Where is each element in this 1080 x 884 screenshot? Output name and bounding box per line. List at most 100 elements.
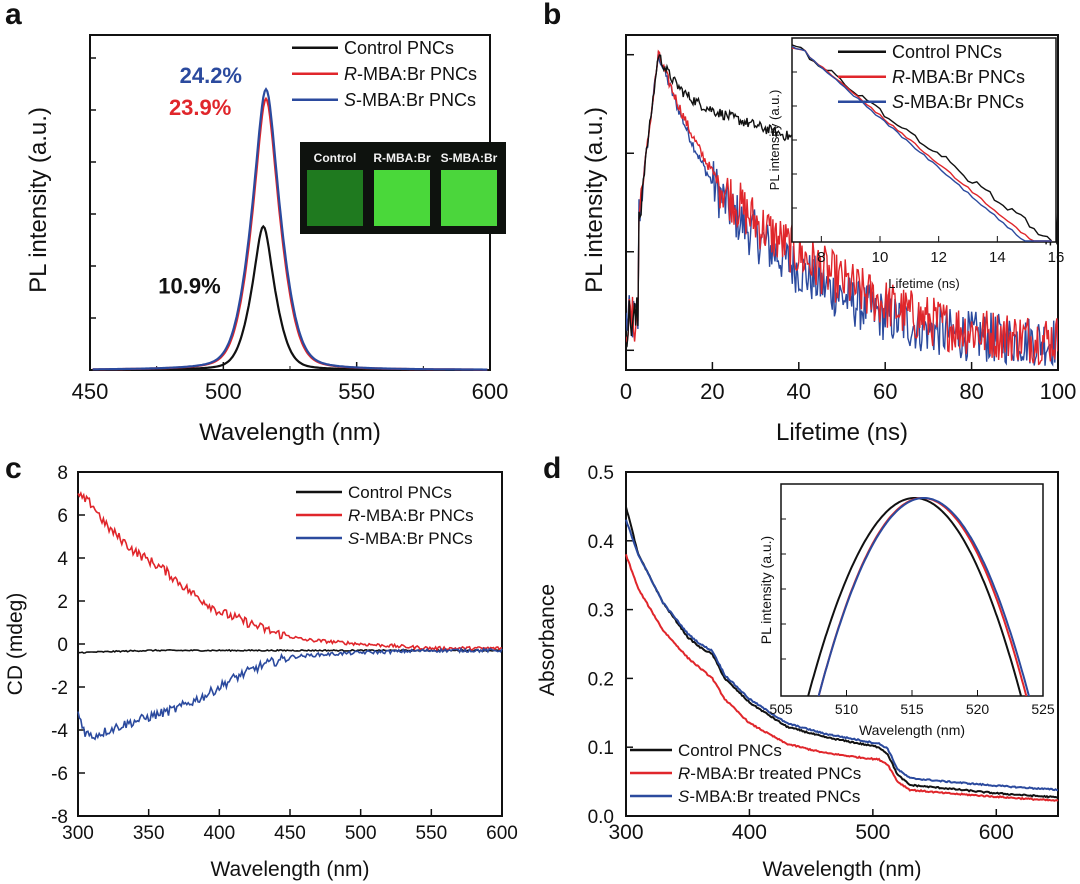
legend-label-s: S-MBA:Br PNCs	[344, 90, 476, 110]
legend: Control PNCs R-MBA:Br treated PNCs S-MBA:B…	[630, 741, 861, 806]
y-axis-label: CD (mdeg)	[4, 593, 27, 696]
inset-decay: 8 10 12 14 16 Lifetime (ns) PL intensity (a.u.…	[767, 37, 1064, 291]
legend-label-control: Control PNCs	[892, 42, 1002, 62]
x-axis-label: Lifetime (ns)	[776, 419, 908, 446]
inset-x-tick-label: 10	[872, 249, 889, 266]
y-tick-label: 4	[57, 549, 68, 570]
percent-label: 10.9%	[158, 273, 220, 298]
legend-text: -MBA:Br PNCs	[359, 529, 472, 548]
panel-d-absorbance: 300 400 500 600 0.0 0.1 0.2 0.3 0.4 0.5 Wavelength…	[536, 463, 1059, 881]
y-tick-label: 8	[57, 463, 68, 484]
inset-photo: Control R-MBA:Br S-MBA:Br	[300, 142, 506, 234]
y-tick-label: 0.5	[588, 463, 614, 484]
legend-label-r: R-MBA:Br PNCs	[344, 64, 477, 84]
legend-prefix: R	[344, 64, 357, 84]
legend-text: -MBA:Br PNCs	[905, 67, 1025, 87]
legend-prefix: S	[892, 92, 904, 112]
legend-text: Control PNCs	[678, 741, 782, 760]
inset-x-tick-label: 520	[966, 701, 990, 717]
photo-label-1: Control	[314, 151, 357, 165]
panel-b-decay: 0 20 40 60 80 100 Lifetime (ns) PL intensity (a…	[581, 34, 1076, 446]
x-tick-label: 400	[732, 821, 767, 844]
x-tick-label: 300	[608, 821, 643, 844]
panel-a-pl-spectra: 450 500 550 600 Wavelength (nm) PL intensity …	[25, 34, 508, 446]
x-tick-label: 550	[338, 379, 375, 404]
y-tick-label: -2	[51, 678, 68, 699]
y-tick-label: -4	[51, 721, 68, 742]
series-line-s	[92, 87, 488, 371]
inset-line-s	[791, 45, 1052, 242]
x-axis-label: Wavelength (nm)	[762, 858, 921, 881]
x-tick-label: 500	[205, 379, 242, 404]
x-tick-label: 300	[62, 823, 94, 844]
inset-x-tick-label: 510	[835, 701, 859, 717]
y-tick-label: 0.1	[588, 738, 614, 759]
series-line-r	[92, 96, 488, 371]
legend-prefix: R	[892, 67, 905, 87]
legend-label-control: Control PNCs	[348, 483, 452, 502]
inset-y-axis-label: PL intensity (a.u.)	[767, 90, 782, 191]
legend-text: Control PNCs	[344, 38, 454, 58]
series-line-s	[625, 519, 1059, 792]
inset-x-tick-label: 515	[900, 701, 924, 717]
x-tick-label: 550	[415, 823, 447, 844]
x-tick-label: 500	[855, 821, 890, 844]
inset-x-tick-label: 12	[930, 249, 947, 266]
legend-text: -MBA:Br treated PNCs	[690, 764, 861, 783]
x-tick-label: 450	[274, 823, 306, 844]
legend-text: -MBA:Br PNCs	[357, 64, 477, 84]
inset-x-tick-label: 505	[769, 701, 793, 717]
y-axis-label: PL intensity (a.u.)	[581, 107, 608, 293]
percent-label: 24.2%	[180, 63, 242, 88]
panel-label-b: b	[543, 0, 561, 31]
series-line-s	[77, 646, 503, 741]
y-tick-label: -8	[51, 807, 68, 828]
panel-label-c: c	[5, 452, 22, 485]
y-tick-label: 6	[57, 506, 68, 527]
x-tick-label: 0	[620, 379, 632, 404]
legend-label-s: S-MBA:Br PNCs	[348, 529, 473, 548]
legend-label-control: Control PNCs	[678, 741, 782, 760]
inset-line-control	[807, 497, 1023, 696]
y-tick-label: 2	[57, 592, 68, 613]
inset-line-s	[817, 497, 1030, 696]
legend-label-control: Control PNCs	[344, 38, 454, 58]
legend-prefix: S	[678, 787, 690, 806]
legend-text: -MBA:Br PNCs	[360, 506, 473, 525]
x-tick-label: 20	[700, 379, 724, 404]
plot-frame	[625, 471, 1059, 817]
y-axis-label: PL intensity (a.u.)	[25, 107, 52, 293]
x-axis-label: Wavelength (nm)	[199, 419, 381, 446]
x-tick-label: 600	[979, 821, 1014, 844]
y-tick-label: 0	[57, 635, 68, 656]
legend-prefix: R	[348, 506, 360, 525]
inset-x-tick-label: 525	[1031, 701, 1055, 717]
x-tick-label: 350	[133, 823, 165, 844]
photo-label-3: S-MBA:Br	[441, 151, 498, 165]
y-tick-label: 0.4	[588, 532, 615, 553]
legend-text: Control PNCs	[348, 483, 452, 502]
y-tick-label: 0.0	[588, 807, 614, 828]
inset-pl: 505 510 515 520 525 Wavelength (nm) PL intensi…	[758, 483, 1055, 738]
inset-y-axis-label: PL intensity (a.u.)	[758, 536, 774, 644]
photo-film-1	[307, 170, 363, 226]
series-line-control	[625, 506, 1059, 799]
legend-text: -MBA:Br PNCs	[356, 90, 476, 110]
inset-frame	[780, 483, 1044, 697]
y-axis-label: Absorbance	[536, 584, 559, 696]
percent-label: 23.9%	[169, 95, 231, 120]
series-line-s	[626, 51, 1058, 367]
panel-c-cd: 300 350 400 450 500 550 600 -8 -6 -4 -2 0 2 4 6 8 Wavele…	[4, 463, 518, 881]
inset-x-axis-label: Lifetime (ns)	[888, 276, 960, 291]
x-axis-label: Wavelength (nm)	[210, 858, 369, 881]
x-tick-label: 80	[959, 379, 983, 404]
x-tick-label: 600	[486, 823, 518, 844]
legend-label-r: R-MBA:Br treated PNCs	[678, 764, 861, 783]
panel-label-d: d	[543, 452, 561, 485]
inset-x-tick-label: 14	[989, 249, 1006, 266]
panel-label-a: a	[5, 0, 22, 31]
